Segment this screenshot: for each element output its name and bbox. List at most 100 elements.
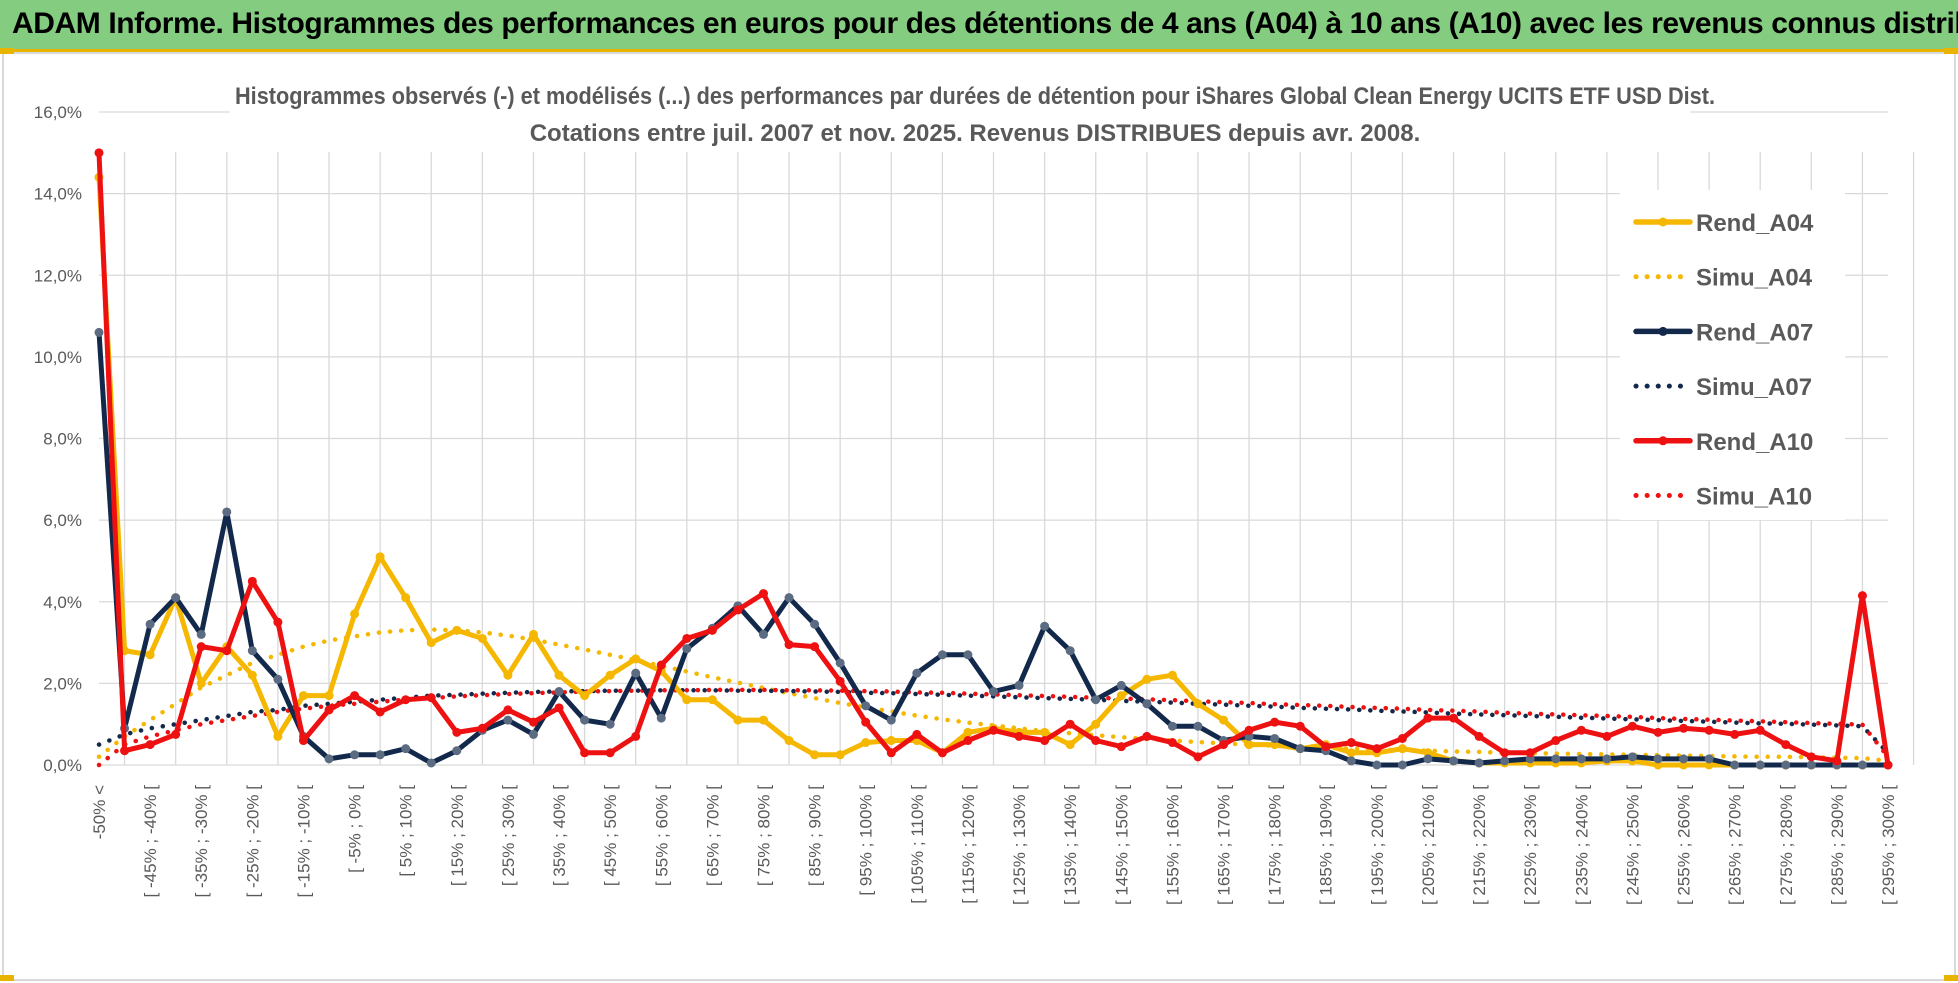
x-tick-label: [ 5% ; 10% [ xyxy=(397,785,416,877)
data-point-rend-a07 xyxy=(1423,754,1433,764)
data-point-rend-a04 xyxy=(758,715,768,725)
data-point-rend-a07 xyxy=(528,729,538,739)
x-tick-label: [ 15% ; 20% [ xyxy=(448,785,467,886)
y-axis-ticks: 0,0% 2,0% 4,0% 6,0% 8,0% 10,0% 12,0% 14,0% 16,0% xyxy=(34,103,82,775)
legend-label-rend-a07: Rend_A07 xyxy=(1696,319,1813,346)
x-tick-label: [ 75% ; 80% [ xyxy=(754,785,773,886)
corner-accent-bl xyxy=(0,975,14,981)
data-point-rend-a10 xyxy=(656,660,666,670)
data-point-rend-a04 xyxy=(298,691,308,701)
data-point-rend-a10 xyxy=(1730,729,1740,739)
data-point-rend-a07 xyxy=(1857,760,1867,770)
data-point-rend-a10 xyxy=(401,695,411,705)
data-point-rend-a07 xyxy=(912,668,922,678)
data-point-rend-a10 xyxy=(426,693,436,703)
legend-marker xyxy=(1658,436,1668,446)
data-point-rend-a10 xyxy=(580,748,590,758)
data-point-rend-a04 xyxy=(426,638,436,648)
data-point-rend-a07 xyxy=(1653,754,1663,764)
data-point-rend-a04 xyxy=(477,633,487,643)
data-point-rend-a10 xyxy=(835,676,845,686)
data-point-rend-a04 xyxy=(963,727,973,737)
data-point-rend-a04 xyxy=(401,593,411,603)
x-tick-label: [ -25% ; -20% [ xyxy=(243,785,262,898)
data-point-rend-a07 xyxy=(1270,733,1280,743)
data-point-rend-a07 xyxy=(1576,754,1586,764)
x-tick-label: [ 125% ; 130% [ xyxy=(1010,785,1029,905)
data-point-rend-a07 xyxy=(1295,744,1305,754)
data-point-rend-a07 xyxy=(1167,721,1177,731)
data-point-rend-a04 xyxy=(631,654,641,664)
data-point-rend-a10 xyxy=(1627,721,1637,731)
data-point-rend-a10 xyxy=(1321,742,1331,752)
data-point-rend-a10 xyxy=(1116,742,1126,752)
x-tick-label: [ -15% ; -10% [ xyxy=(294,785,313,898)
data-point-rend-a10 xyxy=(94,148,104,158)
data-point-rend-a07 xyxy=(1551,754,1561,764)
data-point-rend-a10 xyxy=(810,642,820,652)
data-point-rend-a07 xyxy=(1193,721,1203,731)
series-line-simu-a10 xyxy=(96,687,1891,768)
x-tick-label: [ 245% ; 250% [ xyxy=(1623,785,1642,905)
chart-frame xyxy=(2,52,1956,981)
data-point-rend-a07 xyxy=(810,619,820,629)
data-point-rend-a10 xyxy=(1857,591,1867,601)
x-tick-label: [ 155% ; 160% [ xyxy=(1163,785,1182,905)
y-tick-label: 16,0% xyxy=(34,103,82,122)
data-point-rend-a10 xyxy=(120,746,130,756)
data-point-rend-a10 xyxy=(196,642,206,652)
data-point-rend-a07 xyxy=(1116,680,1126,690)
data-point-rend-a07 xyxy=(989,687,998,697)
y-tick-label: 8,0% xyxy=(43,430,82,449)
data-point-rend-a10 xyxy=(1551,736,1561,746)
data-point-rend-a04 xyxy=(1065,740,1075,750)
data-point-rend-a07 xyxy=(1142,699,1152,709)
x-tick-label: [ 105% ; 110% [ xyxy=(908,785,927,904)
data-point-rend-a04 xyxy=(503,670,513,680)
data-point-rend-a07 xyxy=(784,593,794,603)
data-point-rend-a10 xyxy=(171,729,181,739)
y-tick-label: 2,0% xyxy=(43,674,82,693)
x-tick-label: [ 165% ; 170% [ xyxy=(1215,785,1234,905)
x-tick-label: [ 275% ; 280% [ xyxy=(1777,785,1796,905)
data-point-rend-a10 xyxy=(1167,738,1177,748)
legend-background xyxy=(1620,190,1845,520)
data-point-rend-a10 xyxy=(273,617,283,627)
data-point-rend-a04 xyxy=(1167,670,1177,680)
data-point-rend-a04 xyxy=(580,691,590,701)
data-point-rend-a10 xyxy=(350,691,360,701)
data-point-rend-a10 xyxy=(1679,723,1689,733)
data-point-rend-a07 xyxy=(350,750,360,760)
data-point-rend-a07 xyxy=(401,744,411,754)
data-point-rend-a07 xyxy=(1346,756,1356,766)
data-point-rend-a10 xyxy=(1346,738,1356,748)
data-point-rend-a07 xyxy=(171,593,181,603)
data-point-rend-a10 xyxy=(784,640,794,650)
data-point-rend-a10 xyxy=(1014,731,1024,741)
data-point-rend-a10 xyxy=(1576,725,1586,735)
data-point-rend-a07 xyxy=(605,719,615,729)
data-point-rend-a10 xyxy=(477,723,487,733)
legend-label-simu-a07: Simu_A07 xyxy=(1696,374,1812,401)
data-point-rend-a07 xyxy=(426,758,436,768)
data-point-rend-a10 xyxy=(1832,756,1842,766)
data-point-rend-a04 xyxy=(452,625,462,635)
data-point-rend-a07 xyxy=(1065,646,1075,656)
y-tick-label: 10,0% xyxy=(34,348,82,367)
data-point-rend-a04 xyxy=(733,715,743,725)
series-line-simu-a07 xyxy=(96,688,1891,756)
data-point-rend-a10 xyxy=(1219,740,1229,750)
data-point-rend-a10 xyxy=(733,605,743,615)
data-point-rend-a10 xyxy=(989,725,998,735)
data-point-rend-a04 xyxy=(835,750,845,760)
y-tick-label: 0,0% xyxy=(43,756,82,775)
data-point-rend-a10 xyxy=(1474,731,1484,741)
data-point-rend-a04 xyxy=(810,750,820,760)
legend-label-rend-a10: Rend_A10 xyxy=(1696,429,1813,456)
y-tick-label: 6,0% xyxy=(43,511,82,530)
y-tick-label: 14,0% xyxy=(34,185,82,204)
data-point-rend-a07 xyxy=(963,650,973,660)
x-tick-label: [ 225% ; 230% [ xyxy=(1521,785,1540,905)
data-point-rend-a04 xyxy=(554,670,564,680)
data-point-rend-a10 xyxy=(1142,731,1152,741)
